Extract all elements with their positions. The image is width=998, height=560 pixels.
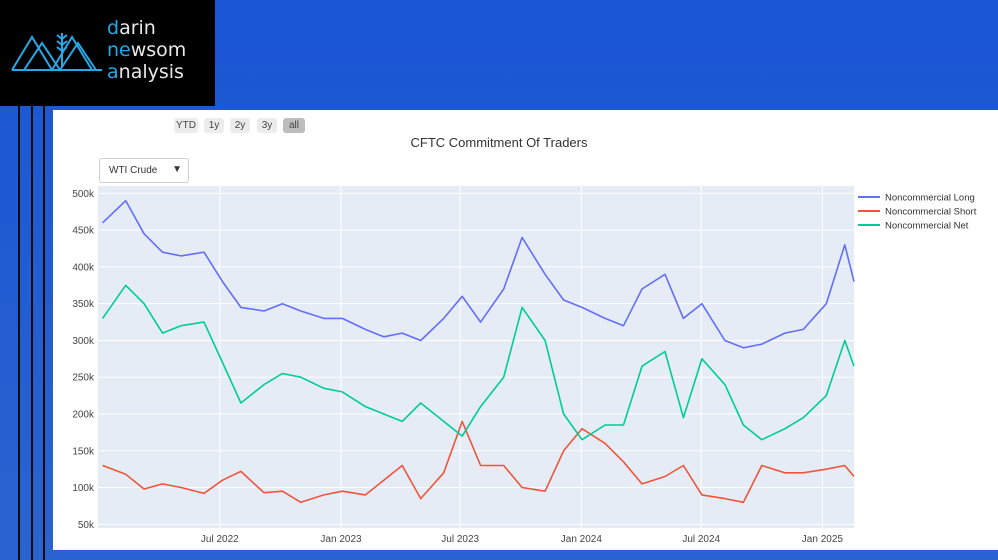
range-button-ytd[interactable]: YTD [174,118,198,133]
x-tick-label: Jan 2025 [802,534,844,545]
left-divider-line [18,0,20,560]
range-button-1y[interactable]: 1y [204,118,224,133]
y-tick-label: 400k [72,262,95,273]
brand-name: darin newsom analysis [107,17,186,83]
legend-label: Noncommercial Short [885,207,977,218]
y-tick-label: 150k [72,446,95,457]
y-tick-label: 100k [72,483,95,494]
y-tick-label: 500k [72,189,95,200]
series-line-noncommercial-long [102,199,855,349]
range-button-3y[interactable]: 3y [257,118,277,133]
y-tick-label: 50k [78,520,95,531]
brand-line-3: nalysis [118,61,184,83]
y-tick-label: 200k [72,410,95,421]
chevron-down-icon: ▼ [172,164,182,175]
brand-line-1-initial: d [107,17,120,39]
series-line-noncommercial-net [101,284,855,441]
brand-line-1: arin [119,17,156,39]
chart-title: CFTC Commitment Of Traders [410,135,588,150]
brand-line-2: wsom [130,39,187,61]
range-button-all[interactable]: all [283,118,305,133]
series-line-noncommercial-short [102,420,855,504]
x-tick-label: Jan 2024 [561,534,603,545]
y-tick-label: 450k [72,226,95,237]
brand-logo: darin newsom analysis [0,0,215,106]
commodity-select-value: WTI Crude [109,165,158,176]
legend-label: Noncommercial Long [885,193,975,204]
plot-area [98,186,854,528]
logo-mountains-icon [11,33,102,72]
y-tick-label: 250k [72,373,95,384]
legend-label: Noncommercial Net [885,221,969,232]
x-tick-label: Jan 2023 [320,534,362,545]
x-tick-label: Jul 2023 [441,534,479,545]
brand-line-2-initial: ne [107,39,131,61]
brand-line-3-initial: a [107,61,119,83]
range-button-2y[interactable]: 2y [230,118,250,133]
commodity-select[interactable]: WTI Crude ▼ [99,158,189,183]
x-tick-label: Jul 2024 [682,534,720,545]
left-divider-line [31,0,33,560]
y-tick-label: 350k [72,299,95,310]
left-divider-line [43,0,45,560]
x-tick-label: Jul 2022 [201,534,239,545]
y-tick-label: 300k [72,336,95,347]
